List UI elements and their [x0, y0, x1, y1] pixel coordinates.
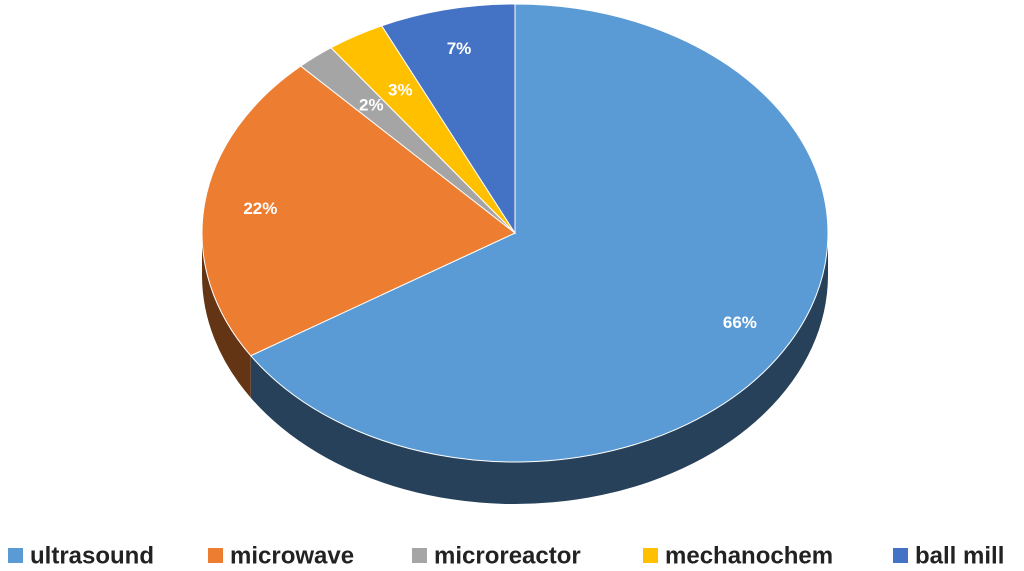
legend-label: ultrasound — [30, 542, 154, 569]
slice — [380, 3, 516, 235]
data-label: 22% — [243, 199, 277, 218]
data-label: 2% — [359, 95, 384, 114]
slice — [201, 65, 516, 357]
slice — [249, 3, 829, 463]
data-label: 7% — [447, 39, 472, 58]
slice-side — [250, 233, 829, 504]
legend-label: ball mill — [915, 542, 1004, 569]
legend-label: microwave — [230, 542, 354, 569]
legend-label: microreactor — [434, 542, 581, 569]
legend-swatch — [208, 548, 223, 563]
legend-label: mechanochem — [665, 542, 833, 569]
slice-side — [202, 233, 251, 398]
legend-swatch — [893, 548, 908, 563]
legend-swatch — [412, 548, 427, 563]
legend-swatch — [643, 548, 658, 563]
data-label: 66% — [723, 313, 757, 332]
legend-swatch — [8, 548, 23, 563]
data-label: 3% — [388, 81, 413, 100]
